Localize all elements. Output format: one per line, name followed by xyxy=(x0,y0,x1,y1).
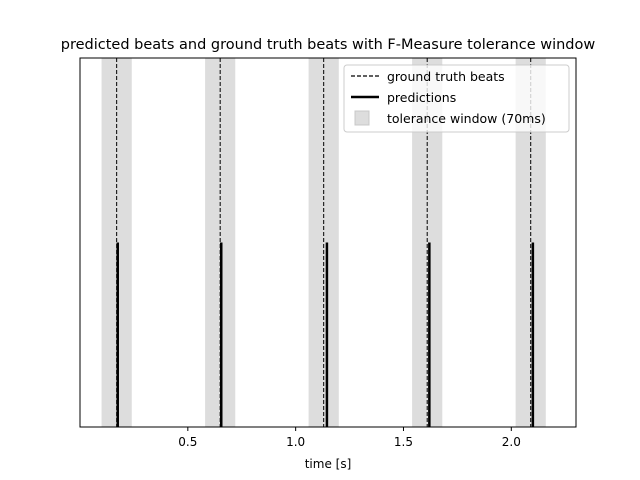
x-tick-label-3: 2.0 xyxy=(502,435,521,449)
legend: ground truth beats predictions tolerance… xyxy=(343,64,570,133)
x-tick-label-2: 1.5 xyxy=(394,435,413,449)
x-axis-label: time [s] xyxy=(305,457,352,471)
legend-label-tolerance: tolerance window (70ms) xyxy=(387,111,546,126)
x-tick-label-0: 0.5 xyxy=(178,435,197,449)
chart-title: predicted beats and ground truth beats w… xyxy=(61,37,596,53)
plot-area-frame xyxy=(79,57,577,428)
legend-label-ground-truth: ground truth beats xyxy=(387,69,505,84)
legend-label-predictions: predictions xyxy=(387,90,456,105)
prediction-lines xyxy=(116,242,535,427)
x-axis-ticks: 0.5 1.0 1.5 2.0 xyxy=(178,427,521,449)
x-tick-label-1: 1.0 xyxy=(286,435,305,449)
legend-swatch-tolerance xyxy=(354,110,370,126)
legend-frame xyxy=(343,64,570,133)
